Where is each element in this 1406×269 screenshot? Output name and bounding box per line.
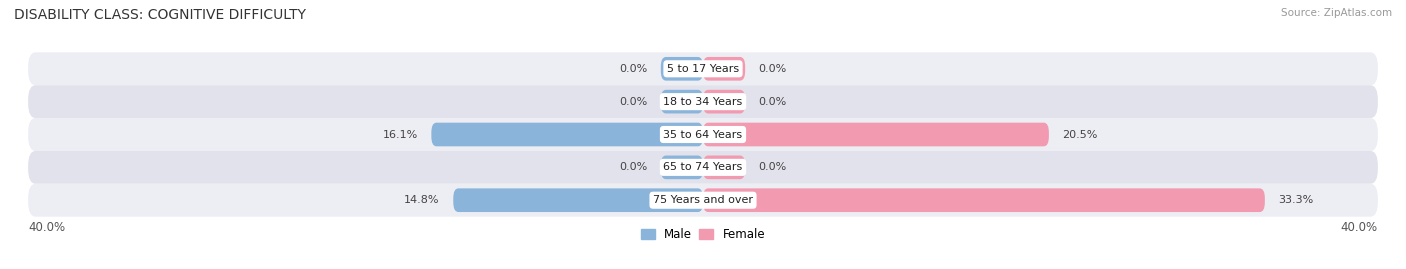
Text: 5 to 17 Years: 5 to 17 Years [666,64,740,74]
FancyBboxPatch shape [703,57,745,81]
Text: 40.0%: 40.0% [1341,221,1378,233]
Text: 0.0%: 0.0% [619,64,647,74]
FancyBboxPatch shape [703,90,745,114]
Text: 0.0%: 0.0% [619,97,647,107]
FancyBboxPatch shape [432,123,703,146]
Text: 20.5%: 20.5% [1063,129,1098,140]
FancyBboxPatch shape [28,184,1378,217]
Text: 0.0%: 0.0% [619,162,647,172]
FancyBboxPatch shape [661,57,703,81]
Text: 35 to 64 Years: 35 to 64 Years [664,129,742,140]
FancyBboxPatch shape [661,90,703,114]
FancyBboxPatch shape [703,155,745,179]
FancyBboxPatch shape [28,85,1378,118]
Text: 14.8%: 14.8% [405,195,440,205]
Legend: Male, Female: Male, Female [636,223,770,246]
Text: 33.3%: 33.3% [1278,195,1313,205]
FancyBboxPatch shape [28,118,1378,151]
Text: Source: ZipAtlas.com: Source: ZipAtlas.com [1281,8,1392,18]
Text: 18 to 34 Years: 18 to 34 Years [664,97,742,107]
Text: 0.0%: 0.0% [759,97,787,107]
FancyBboxPatch shape [453,188,703,212]
FancyBboxPatch shape [703,123,1049,146]
Text: 65 to 74 Years: 65 to 74 Years [664,162,742,172]
FancyBboxPatch shape [703,188,1265,212]
Text: 16.1%: 16.1% [382,129,418,140]
FancyBboxPatch shape [28,52,1378,85]
Text: 0.0%: 0.0% [759,64,787,74]
FancyBboxPatch shape [661,155,703,179]
Text: 40.0%: 40.0% [28,221,65,233]
Text: 75 Years and over: 75 Years and over [652,195,754,205]
FancyBboxPatch shape [28,151,1378,184]
Text: 0.0%: 0.0% [759,162,787,172]
Text: DISABILITY CLASS: COGNITIVE DIFFICULTY: DISABILITY CLASS: COGNITIVE DIFFICULTY [14,8,307,22]
